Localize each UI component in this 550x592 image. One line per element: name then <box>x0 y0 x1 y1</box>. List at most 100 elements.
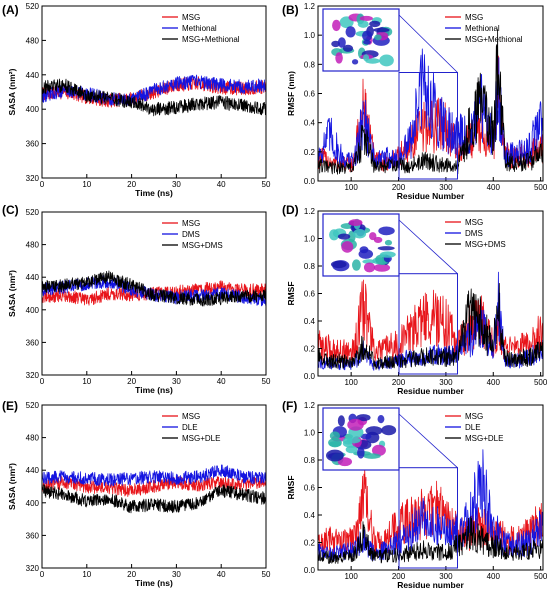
panel-e: (E) 320 360 400 440 480 520 0 10 20 30 40 50 Time (ns… <box>2 399 271 588</box>
x-tick-label: 200 <box>392 378 406 387</box>
series-line-msg-plus-dms <box>42 270 266 307</box>
y-tick-label: 1.2 <box>304 2 316 11</box>
y-tick-label: 440 <box>26 466 40 475</box>
series-group <box>42 74 266 117</box>
legend-label: MSG+Methional <box>465 35 523 44</box>
protein-helix <box>363 54 370 62</box>
y-tick-label: 480 <box>26 36 40 45</box>
legend-label: MSG+DLE <box>182 434 220 443</box>
protein-helix <box>328 438 342 448</box>
y-tick-label: 0.6 <box>304 290 316 299</box>
legend-label: MSG <box>465 412 483 421</box>
x-tick-label: 10 <box>82 570 91 579</box>
y-tick-label: 0.2 <box>304 539 316 548</box>
x-tick-label: 500 <box>534 183 548 192</box>
x-axis-label: Residue number <box>397 386 464 396</box>
protein-helix <box>384 239 393 246</box>
series-group <box>42 270 266 307</box>
x-tick-label: 100 <box>344 378 358 387</box>
protein-helix <box>365 58 380 64</box>
x-tick-label: 20 <box>127 570 136 579</box>
protein-helix <box>378 226 395 236</box>
protein-helix <box>351 59 359 65</box>
x-tick-label: 10 <box>82 377 91 386</box>
protein-helix <box>337 37 346 48</box>
protein-helix <box>325 449 344 462</box>
y-tick-label: 520 <box>26 208 40 217</box>
protein-helix <box>369 20 381 28</box>
protein-helix <box>342 44 354 52</box>
y-tick-label: 0.2 <box>304 345 316 354</box>
y-tick-label: 440 <box>26 273 40 282</box>
y-tick-label: 0.8 <box>304 456 316 465</box>
y-tick-label: 0.0 <box>304 566 316 575</box>
x-tick-label: 500 <box>534 378 548 387</box>
protein-helix <box>353 228 367 239</box>
panel-d: (D) 0.0 0.2 0.4 0.6 0.8 1.0 1.2 100 200 300 400 500 R… <box>282 203 548 396</box>
x-axis-label: Time (ns) <box>135 578 173 588</box>
series-line-dle <box>318 449 543 563</box>
panel-f: (F) 0.0 0.2 0.4 0.6 0.8 1.0 1.2 100 200 300 400 500 R… <box>282 399 548 590</box>
legend-label: MSG <box>465 218 483 227</box>
panel-b: (B) 0.0 0.2 0.4 0.6 0.8 1.0 1.2 100 200 300 400 500 R… <box>282 2 548 201</box>
y-tick-label: 320 <box>26 371 40 380</box>
y-axis-label: RMSF <box>286 281 296 305</box>
legend-label: DMS <box>182 230 200 239</box>
x-tick-label: 20 <box>127 377 136 386</box>
panel-c: (C) 320 360 400 440 480 520 0 10 20 30 40 50 Time (ns… <box>2 203 271 395</box>
y-tick-label: 0.0 <box>304 372 316 381</box>
protein-helix <box>329 431 341 441</box>
y-tick-label: 400 <box>26 105 40 114</box>
protein-helix <box>348 219 363 227</box>
y-tick-label: 0.2 <box>304 148 316 157</box>
protein-helix <box>379 54 394 67</box>
legend-label: MSG+DMS <box>182 241 223 250</box>
series-line-msg-plus-dle <box>42 484 266 514</box>
x-tick-label: 100 <box>344 183 358 192</box>
y-tick-label: 400 <box>26 499 40 508</box>
protein-helix <box>337 233 351 240</box>
y-axis-label: SASA (nm²) <box>7 463 17 510</box>
x-tick-label: 200 <box>392 572 406 581</box>
protein-helix <box>335 52 343 64</box>
protein-helix <box>373 263 391 272</box>
protein-helix <box>365 426 383 436</box>
y-tick-label: 520 <box>26 401 40 410</box>
protein-helix <box>379 251 396 258</box>
x-tick-label: 40 <box>217 377 226 386</box>
y-tick-label: 360 <box>26 338 40 347</box>
panel-label: (C) <box>2 203 19 217</box>
protein-helix <box>359 15 373 21</box>
panel-label: (A) <box>2 3 19 17</box>
x-tick-label: 0 <box>40 180 45 189</box>
x-tick-label: 500 <box>534 572 548 581</box>
series-group <box>318 29 543 175</box>
y-tick-label: 0.6 <box>304 484 316 493</box>
y-tick-label: 0.8 <box>304 262 316 271</box>
protein-structure-icon <box>329 218 396 273</box>
series-line-msg-plus-dle <box>318 516 543 564</box>
protein-helix <box>331 40 341 48</box>
y-axis-label: SASA (nm²) <box>7 68 17 115</box>
y-tick-label: 480 <box>26 434 40 443</box>
y-tick-label: 480 <box>26 241 40 250</box>
protein-helix <box>381 425 397 436</box>
plot-frame <box>41 404 267 569</box>
legend-label: MSG <box>465 13 483 22</box>
legend-label: Methional <box>465 24 500 33</box>
zoom-region-box <box>398 467 458 569</box>
legend-label: MSG <box>182 412 200 421</box>
y-tick-label: 0.6 <box>304 90 316 99</box>
y-tick-label: 1.2 <box>304 401 316 410</box>
protein-helix <box>352 259 361 271</box>
protein-helix <box>373 236 383 244</box>
y-tick-label: 1.2 <box>304 207 316 216</box>
panel-label: (B) <box>282 3 299 17</box>
y-tick-label: 320 <box>26 564 40 573</box>
protein-helix <box>363 453 381 459</box>
protein-helix <box>345 26 356 38</box>
y-tick-label: 440 <box>26 71 40 80</box>
series-group <box>318 271 543 371</box>
y-tick-label: 400 <box>26 306 40 315</box>
